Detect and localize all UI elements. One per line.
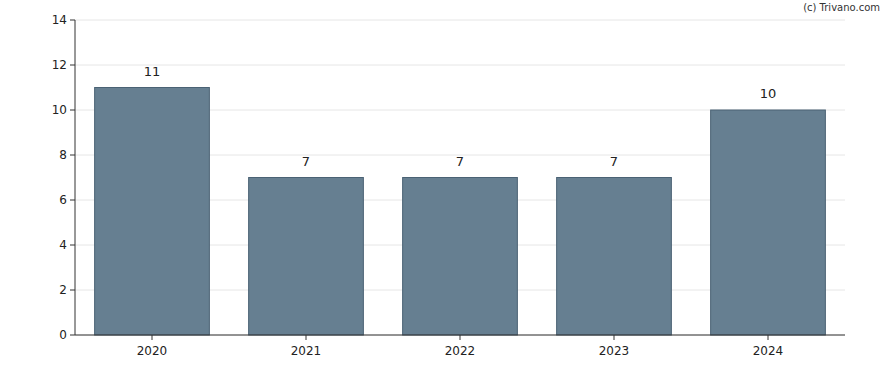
annotation: (c) Trivano.com (803, 2, 880, 13)
data-label: 7 (456, 154, 464, 169)
data-label: 7 (610, 154, 618, 169)
data-label: 10 (760, 86, 777, 101)
y-tick (70, 245, 75, 246)
grid-line (75, 65, 845, 66)
x-tick-label: 2023 (599, 344, 630, 358)
y-tick (70, 290, 75, 291)
y-tick (70, 335, 75, 336)
y-tick-label: 12 (52, 58, 67, 72)
x-tick (768, 335, 769, 340)
x-tick-label: 2024 (753, 344, 784, 358)
chart: 0 2 4 6 8 10 12 14 11 7 7 7 10 2020 2021 2022 2023 2024 (c… (0, 0, 888, 370)
grid-line (75, 20, 845, 21)
x-tick-label: 2022 (445, 344, 476, 358)
y-tick-label: 10 (52, 103, 67, 117)
x-tick-label: 2020 (137, 344, 168, 358)
bar (557, 178, 672, 336)
y-tick (70, 20, 75, 21)
y-tick-label: 4 (59, 238, 67, 252)
x-tick-label: 2021 (291, 344, 322, 358)
x-tick (152, 335, 153, 340)
y-tick (70, 200, 75, 201)
y-tick (70, 155, 75, 156)
y-tick-label: 8 (59, 148, 67, 162)
bar (403, 178, 518, 336)
y-tick (70, 110, 75, 111)
y-tick (70, 65, 75, 66)
bar (249, 178, 364, 336)
bar (95, 88, 210, 336)
y-axis (75, 20, 76, 335)
x-tick (306, 335, 307, 340)
data-label: 7 (302, 154, 310, 169)
x-tick (460, 335, 461, 340)
bar (711, 110, 826, 335)
y-tick-label: 6 (59, 193, 67, 207)
data-label: 11 (144, 64, 161, 79)
x-tick (614, 335, 615, 340)
y-tick-label: 0 (59, 328, 67, 342)
y-tick-label: 14 (52, 13, 67, 27)
y-tick-label: 2 (59, 283, 67, 297)
